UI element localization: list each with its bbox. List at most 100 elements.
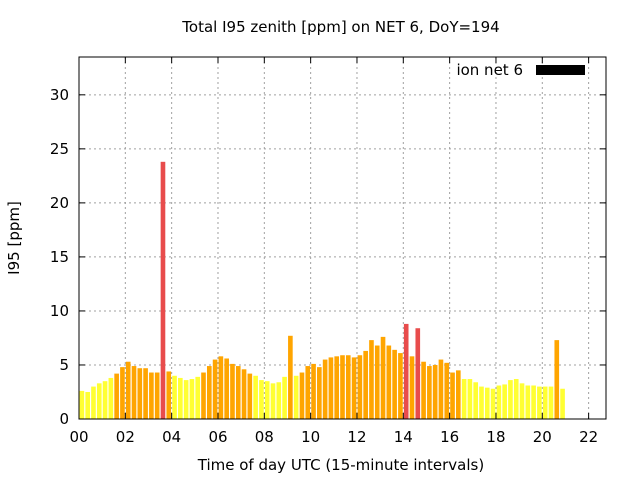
- y-tick-label: 20: [50, 194, 69, 212]
- bar: [345, 355, 351, 419]
- bar: [201, 372, 206, 419]
- bar: [392, 349, 397, 419]
- chart-title: Total I95 zenith [ppm] on NET 6, DoY=194: [181, 18, 499, 36]
- bar: [374, 345, 380, 419]
- bar: [554, 340, 560, 419]
- bar: [189, 379, 195, 419]
- bar: [444, 362, 450, 419]
- bar: [85, 391, 90, 419]
- ticks-layer: 0 5 10 15 20 25 30 00 02 04 06 08 10 12 14 16 18 20 22: [50, 57, 606, 446]
- y-tick-label: 0: [59, 410, 69, 428]
- bar: [542, 386, 548, 419]
- bar: [137, 368, 143, 419]
- bar: [537, 386, 542, 419]
- x-tick-label: 22: [579, 428, 598, 446]
- bar: [369, 340, 374, 419]
- bar: [386, 345, 392, 419]
- bar: [149, 372, 154, 419]
- bar: [427, 366, 432, 419]
- y-tick-label: 25: [50, 140, 69, 158]
- bar: [282, 376, 287, 419]
- bar: [276, 382, 282, 419]
- bar: [317, 367, 322, 419]
- y-tick-label: 15: [50, 248, 69, 266]
- bar: [473, 382, 479, 419]
- bar: [398, 353, 403, 419]
- bar: [519, 383, 525, 419]
- bar: [328, 357, 334, 419]
- plot-frame: [78, 56, 607, 420]
- bar: [513, 379, 519, 419]
- bar: [183, 380, 189, 419]
- bar: [288, 335, 293, 419]
- bar: [305, 366, 311, 419]
- bar: [334, 356, 340, 419]
- bar: [508, 380, 513, 419]
- bar: [531, 385, 536, 419]
- bar: [166, 371, 172, 419]
- bar: [235, 366, 241, 419]
- bar: [206, 366, 212, 419]
- y-tick-label: 10: [50, 302, 69, 320]
- bar: [131, 366, 137, 419]
- bar: [102, 381, 108, 419]
- bar: [293, 375, 299, 419]
- bar: [461, 379, 467, 419]
- bar: [548, 386, 554, 419]
- bar: [247, 373, 253, 419]
- bars-layer: [79, 161, 565, 419]
- x-tick-label: 14: [394, 428, 413, 446]
- bar: [218, 356, 224, 419]
- bar: [363, 350, 368, 419]
- bar: [403, 323, 409, 419]
- bar: [415, 328, 421, 419]
- x-tick-label: 02: [116, 428, 135, 446]
- bar: [230, 363, 235, 419]
- bar: [212, 359, 218, 419]
- bar: [409, 356, 415, 419]
- x-tick-label: 12: [347, 428, 366, 446]
- bar: [125, 361, 131, 419]
- bar: [79, 390, 85, 419]
- bar: [311, 363, 316, 419]
- bar: [502, 384, 507, 419]
- y-tick-label: 30: [50, 86, 69, 104]
- x-tick-label: 04: [162, 428, 181, 446]
- bar: [160, 161, 166, 419]
- bar: [525, 385, 531, 419]
- x-tick-label: 10: [301, 428, 320, 446]
- bar: [96, 383, 102, 419]
- x-tick-label: 08: [255, 428, 274, 446]
- bar: [560, 388, 565, 419]
- bar: [143, 368, 148, 419]
- bar: [490, 388, 496, 419]
- bar: [299, 372, 305, 419]
- bar: [195, 376, 201, 419]
- bar: [154, 372, 160, 419]
- bar: [484, 387, 490, 419]
- bar: [224, 358, 229, 419]
- legend: ion net 6: [456, 61, 585, 79]
- legend-swatch: [536, 65, 585, 75]
- bar: [270, 383, 276, 419]
- bar: [351, 357, 357, 419]
- bar: [450, 372, 455, 419]
- bar: [264, 381, 270, 419]
- bar: [120, 367, 125, 419]
- bar: [178, 377, 183, 419]
- x-tick-label: 20: [533, 428, 552, 446]
- bar: [438, 359, 444, 419]
- legend-label: ion net 6: [456, 61, 523, 79]
- bar: [322, 359, 328, 419]
- grid-layer: [79, 57, 606, 419]
- bar: [357, 355, 363, 419]
- bar: [114, 373, 119, 419]
- bar: [172, 375, 177, 419]
- bar: [259, 380, 264, 419]
- bar: [340, 355, 345, 419]
- bar: [253, 375, 258, 419]
- x-tick-label: 00: [69, 428, 88, 446]
- bar: [467, 379, 473, 419]
- x-axis-label: Time of day UTC (15-minute intervals): [197, 456, 484, 474]
- bar: [432, 364, 438, 419]
